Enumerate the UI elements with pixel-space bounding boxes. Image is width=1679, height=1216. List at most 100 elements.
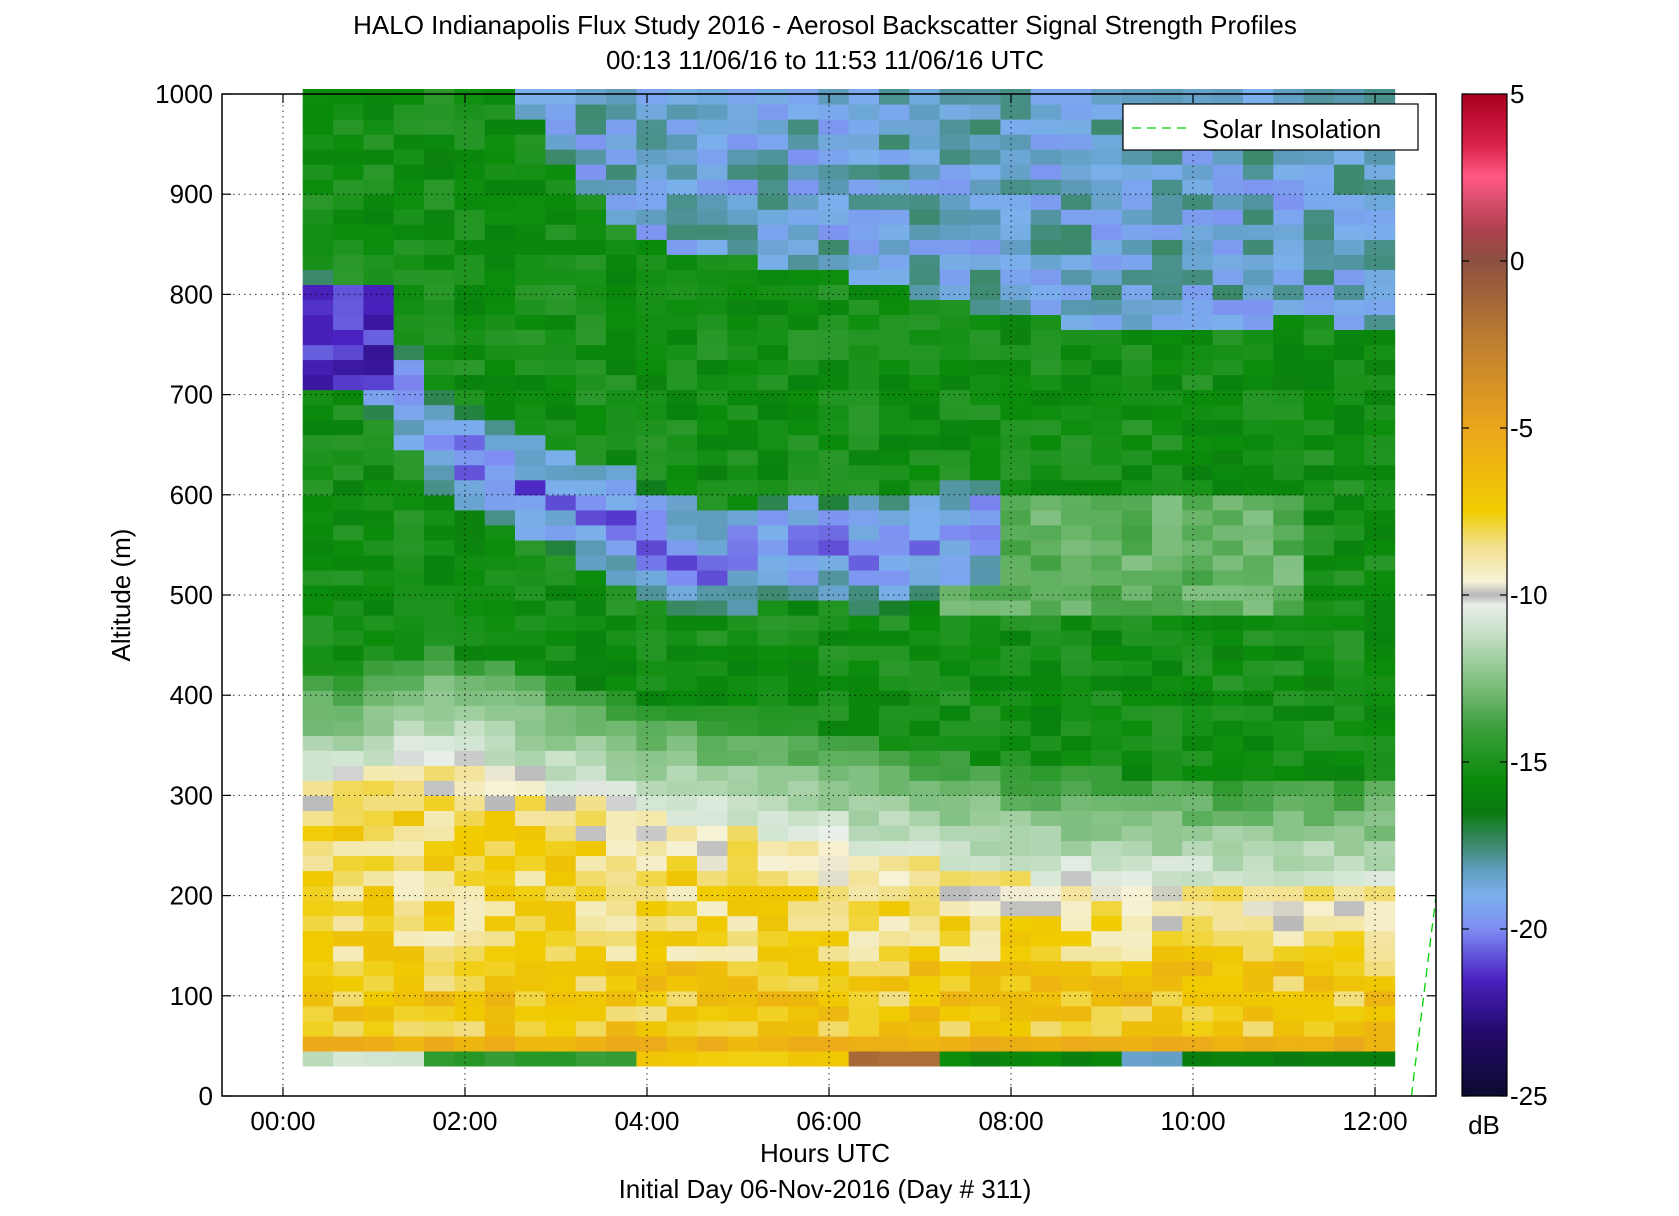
heatmap-cell [879,915,910,932]
heatmap-cell [1121,735,1153,751]
heatmap-cell [1364,780,1396,796]
heatmap-cell [1030,404,1062,421]
heatmap-cell [424,645,455,661]
heatmap-cell [393,539,425,556]
heatmap-cell [727,569,759,586]
heatmap-cell [1182,585,1214,601]
heatmap-cell [1152,554,1183,571]
heatmap-cell [1334,1005,1365,1022]
heatmap-cell [484,930,516,947]
heatmap-cell [1030,479,1062,496]
heatmap-cell [1364,930,1396,947]
heatmap-cell [1212,299,1244,315]
heatmap-cell [1000,780,1032,796]
heatmap-cell [575,179,607,195]
heatmap-cell [1030,359,1062,376]
heatmap-cell [848,765,880,781]
heatmap-cell [1000,449,1032,466]
heatmap-cell [636,299,668,315]
heatmap-cell [1212,855,1244,872]
heatmap-cell [1212,479,1244,496]
heatmap-cell [1243,509,1274,526]
heatmap-cell [333,269,364,285]
heatmap-cell [1030,840,1062,857]
heatmap-cell [1091,194,1123,210]
heatmap-cell [970,900,1001,917]
heatmap-cell [1273,269,1305,285]
heatmap-cell [363,945,395,962]
heatmap-cell [363,1005,395,1022]
heatmap-cell [757,194,789,210]
heatmap-cell [1091,765,1123,781]
heatmap-cell [575,690,607,706]
heatmap-cell [1091,750,1123,766]
heatmap-cell [1334,810,1365,826]
heatmap-cell [1061,825,1092,842]
heatmap-cell [1243,750,1274,766]
heatmap-cell [1152,374,1183,391]
heatmap-cell [879,134,910,150]
heatmap-cell [1303,810,1335,826]
heatmap-cell [879,119,910,135]
heatmap-cell [879,254,910,270]
heatmap-cell [1303,1050,1335,1067]
colorbar-ticks: 50-5-10-15-20-25 [1462,79,1548,1111]
heatmap-cell [454,810,486,826]
heatmap-cell [333,359,364,376]
heatmap-cell [515,615,546,631]
heatmap-cell [333,705,364,721]
heatmap-cell [393,104,425,120]
heatmap-cell [1030,284,1062,300]
heatmap-cell [575,780,607,796]
heatmap-cell [1182,615,1214,631]
heatmap-cell [302,374,334,391]
heatmap-cell [1061,344,1092,361]
heatmap-cell [545,494,577,511]
heatmap-cell [879,149,910,165]
heatmap-cell [333,284,364,300]
heatmap-cell [636,89,668,105]
heatmap-cell [1030,179,1062,195]
heatmap-cell [879,720,910,736]
heatmap-cell [363,359,395,376]
colorbar-tick-label: -10 [1510,580,1548,610]
heatmap-cell [939,690,971,706]
heatmap-cell [1364,464,1396,481]
heatmap-cell [757,735,789,751]
heatmap-cell [424,945,455,962]
heatmap-cell [1152,780,1183,796]
heatmap-cell [545,389,577,406]
heatmap-cell [606,239,637,255]
heatmap-cell [666,404,698,421]
heatmap-cell [1061,1005,1092,1022]
heatmap-cell [727,164,759,180]
heatmap-cell [1364,675,1396,691]
heatmap-cell [1273,449,1305,466]
heatmap-cell [848,509,880,526]
heatmap-cell [788,960,819,977]
heatmap-cell [757,705,789,721]
heatmap-cell [757,885,789,902]
heatmap-cell [879,885,910,902]
heatmap-cell [454,825,486,842]
heatmap-cell [757,1035,789,1052]
heatmap-cell [484,284,516,300]
heatmap-cell [424,314,455,330]
heatmap-cell [636,705,668,721]
heatmap-cell [1091,329,1123,346]
heatmap-cell [1212,239,1244,255]
heatmap-cell [575,479,607,496]
heatmap-cell [484,915,516,932]
heatmap-cell [1061,254,1092,270]
heatmap-cell [1364,299,1396,315]
heatmap-cell [848,89,880,105]
heatmap-cell [454,690,486,706]
heatmap-cell [879,329,910,346]
heatmap-cell [575,750,607,766]
heatmap-cell [1182,930,1214,947]
heatmap-cell [545,1020,577,1037]
heatmap-cell [606,630,637,646]
heatmap-cell [424,885,455,902]
heatmap-cell [757,915,789,932]
heatmap-cell [1061,840,1092,857]
